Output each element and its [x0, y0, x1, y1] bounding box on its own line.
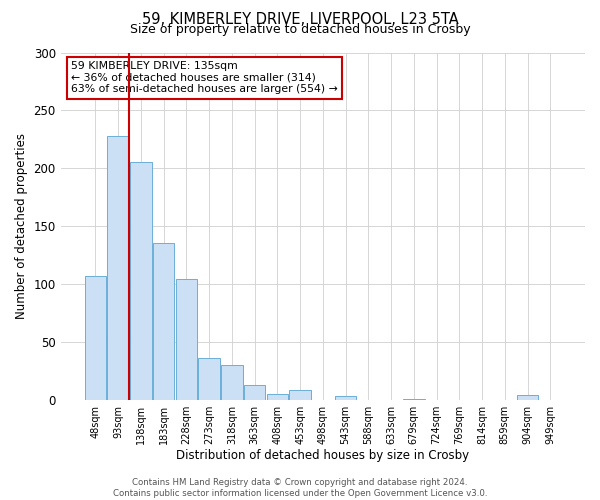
Bar — [198, 358, 220, 400]
Bar — [266, 394, 288, 400]
Bar — [517, 395, 538, 400]
Bar — [85, 276, 106, 400]
Text: 59 KIMBERLEY DRIVE: 135sqm
← 36% of detached houses are smaller (314)
63% of sem: 59 KIMBERLEY DRIVE: 135sqm ← 36% of deta… — [71, 61, 338, 94]
Bar — [403, 398, 425, 400]
Bar — [289, 390, 311, 400]
Y-axis label: Number of detached properties: Number of detached properties — [15, 133, 28, 319]
Bar — [221, 365, 242, 400]
Bar — [176, 280, 197, 400]
Bar — [130, 162, 152, 400]
X-axis label: Distribution of detached houses by size in Crosby: Distribution of detached houses by size … — [176, 450, 469, 462]
Text: Contains HM Land Registry data © Crown copyright and database right 2024.
Contai: Contains HM Land Registry data © Crown c… — [113, 478, 487, 498]
Bar — [153, 244, 175, 400]
Bar — [335, 396, 356, 400]
Bar — [107, 136, 129, 400]
Bar — [244, 384, 265, 400]
Text: Size of property relative to detached houses in Crosby: Size of property relative to detached ho… — [130, 22, 470, 36]
Text: 59, KIMBERLEY DRIVE, LIVERPOOL, L23 5TA: 59, KIMBERLEY DRIVE, LIVERPOOL, L23 5TA — [142, 12, 458, 28]
